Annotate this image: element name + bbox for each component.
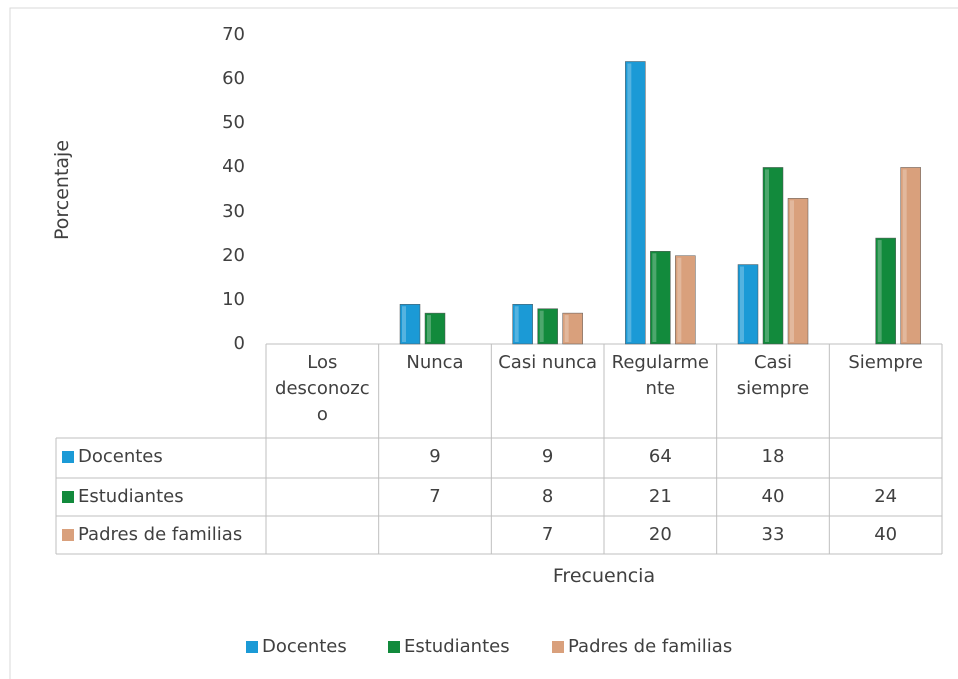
table-series-name: Padres de familias — [78, 524, 243, 545]
x-tick-label: Siempre — [848, 352, 923, 373]
bar — [875, 237, 896, 345]
legend-key — [62, 529, 74, 541]
x-axis-label: Frecuencia — [552, 565, 656, 587]
bar-highlight — [765, 169, 769, 342]
x-tick-label: Casi nunca — [498, 352, 598, 373]
legend-key — [62, 491, 74, 503]
bar — [787, 198, 809, 345]
bar — [900, 167, 921, 345]
chart-border — [9, 7, 958, 679]
y-axis-label: Porcentaje — [51, 139, 73, 241]
table-series-name: Estudiantes — [78, 486, 184, 507]
bar — [737, 264, 759, 345]
x-tick-label: Regularmente — [611, 352, 709, 399]
table-value: 33 — [761, 524, 785, 545]
bar-highlight — [652, 253, 657, 342]
legend-key — [552, 641, 564, 653]
legend-label: Docentes — [262, 636, 347, 657]
table-value: 18 — [761, 446, 785, 467]
y-tick-label: 20 — [222, 244, 245, 266]
table-value: 9 — [541, 446, 554, 467]
table-value: 40 — [761, 486, 785, 507]
y-tick-label: 30 — [222, 200, 245, 222]
bar — [650, 251, 671, 345]
bar — [762, 167, 784, 345]
y-tick-label: 40 — [222, 156, 245, 178]
bar — [675, 255, 696, 345]
bar — [512, 304, 533, 345]
table-value: 7 — [429, 486, 441, 507]
bar-highlight — [877, 240, 882, 342]
x-tick-label: Nunca — [406, 352, 464, 373]
y-tick-label: 60 — [222, 68, 245, 90]
bar-highlight — [902, 169, 907, 342]
table-value: 9 — [429, 446, 441, 467]
table-series-name: Docentes — [78, 446, 163, 467]
table-value: 24 — [874, 486, 898, 507]
bar-highlight — [539, 310, 544, 342]
table-value: 20 — [648, 524, 672, 545]
x-tick-label: Casi siempre — [736, 352, 810, 399]
bar-highlight — [514, 306, 519, 342]
bar-highlight — [740, 266, 744, 342]
table-value: 8 — [541, 486, 554, 507]
bar — [625, 61, 646, 345]
table-value: 7 — [541, 524, 554, 545]
bar-highlight — [790, 200, 794, 342]
bar-highlight — [402, 306, 406, 342]
bar-highlight — [564, 315, 569, 342]
legend-key — [388, 641, 400, 653]
bar-highlight — [627, 63, 632, 342]
y-tick-label: 50 — [222, 112, 245, 134]
legend-label: Padres de familias — [568, 636, 733, 657]
y-tick-label: 70 — [222, 24, 245, 45]
y-tick-label: 10 — [222, 288, 245, 310]
x-tick-label: Los desconozco — [275, 352, 370, 425]
y-tick-label: 0 — [233, 333, 245, 354]
legend-key — [62, 451, 74, 463]
bar-highlight — [677, 257, 682, 342]
table-value: 21 — [648, 486, 672, 507]
bar — [424, 312, 446, 345]
table-value: 40 — [874, 524, 898, 545]
bar-highlight — [427, 315, 431, 342]
bar — [537, 308, 558, 345]
table-value: 64 — [648, 446, 672, 467]
legend-key — [246, 641, 258, 653]
bar — [562, 312, 583, 345]
bar — [399, 304, 421, 345]
legend-label: Estudiantes — [404, 636, 510, 657]
